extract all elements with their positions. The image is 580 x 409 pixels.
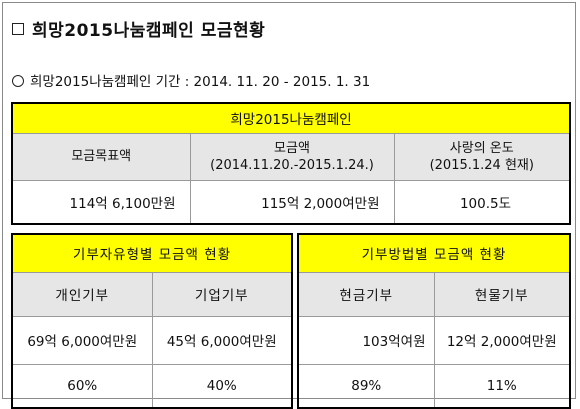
- in-kind-amount: 12억 2,000여만원: [433, 315, 571, 365]
- donor-type-table: 기부자유형별 모금액 현황 개인기부 기업기부 69억 6,000여만원 45억…: [11, 233, 294, 409]
- cash-amount: 103억여원: [297, 315, 435, 365]
- corporate-label: 기업기부: [151, 271, 293, 317]
- individual-amount: 69억 6,000여만원: [11, 315, 153, 365]
- donation-method-header: 기부방법별 모금액 현황: [297, 233, 571, 273]
- summary-header: 희망2015나눔캠페인: [11, 102, 571, 134]
- donation-method-table: 기부방법별 모금액 현황 현금기부 현물기부 103억여원 12억 2,000여…: [297, 233, 572, 409]
- individual-label: 개인기부: [11, 271, 153, 317]
- in-kind-percent: 11%: [433, 363, 571, 409]
- raised-label: 모금액: [274, 140, 310, 156]
- raised-value: 115억 2,000여만원: [189, 179, 395, 225]
- temperature-label: 사랑의 온도: [449, 140, 514, 156]
- summary-table: 희망2015나눔캠페인 모금목표액 모금액 (2014.11.20.-2015.…: [11, 102, 572, 225]
- individual-percent: 60%: [11, 363, 153, 409]
- goal-value: 114억 6,100만원: [11, 179, 191, 225]
- cash-percent: 89%: [297, 363, 435, 409]
- raised-period: (2014.11.20.-2015.1.24.): [210, 157, 374, 173]
- goal-label: 모금목표액: [11, 132, 191, 181]
- temperature-label-cell: 사랑의 온도 (2015.1.24 현재): [393, 132, 571, 181]
- square-bullet-icon: [12, 23, 24, 35]
- temperature-date: (2015.1.24 현재): [429, 157, 534, 173]
- page-title-text: 희망2015나눔캠페인 모금현황: [32, 21, 266, 41]
- campaign-period: 희망2015나눔캠페인 기간 : 2014. 11. 20 - 2015. 1.…: [12, 70, 370, 90]
- campaign-period-text: 희망2015나눔캠페인 기간 : 2014. 11. 20 - 2015. 1.…: [30, 74, 371, 90]
- donor-type-header: 기부자유형별 모금액 현황: [11, 233, 293, 273]
- temperature-value: 100.5도: [393, 179, 571, 225]
- corporate-amount: 45억 6,000여만원: [151, 315, 293, 365]
- cash-label: 현금기부: [297, 271, 435, 317]
- raised-label-cell: 모금액 (2014.11.20.-2015.1.24.): [189, 132, 395, 181]
- circle-bullet-icon: [12, 75, 24, 87]
- page-title: 희망2015나눔캠페인 모금현황: [12, 16, 265, 41]
- corporate-percent: 40%: [151, 363, 293, 409]
- in-kind-label: 현물기부: [433, 271, 571, 317]
